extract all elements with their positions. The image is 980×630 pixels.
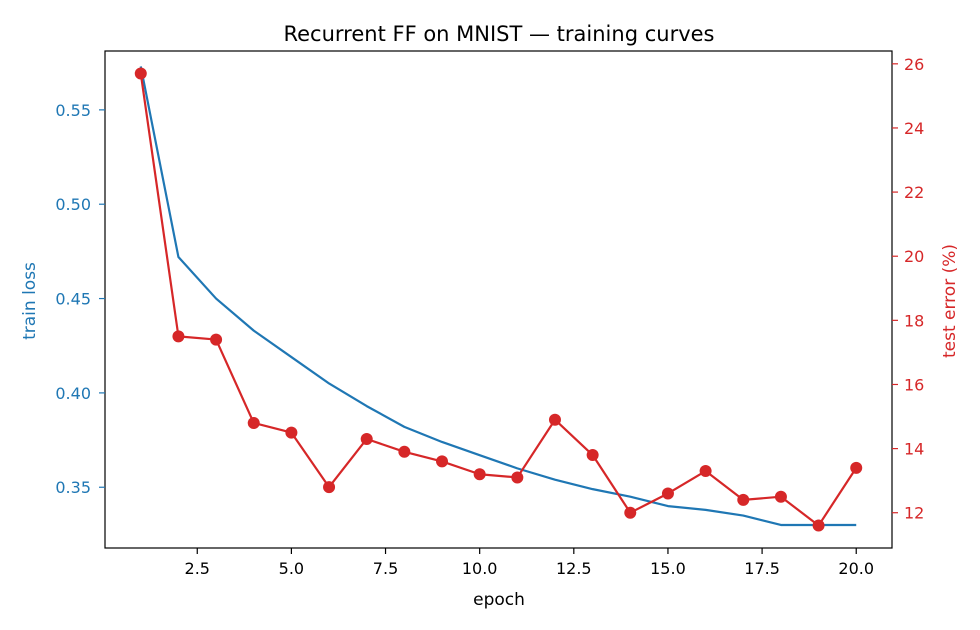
data-point-test-error (737, 493, 750, 506)
data-point-test-error (134, 67, 147, 80)
y-axis-label-left: train loss (20, 262, 40, 340)
data-point-test-error (247, 416, 260, 429)
x-tick-label: 7.5 (373, 559, 398, 578)
plot-frame (104, 50, 893, 549)
y-tick-label-left: 0.50 (55, 195, 91, 214)
data-point-test-error (473, 468, 486, 481)
y-tick-label-left: 0.55 (55, 101, 91, 120)
y-axis-label-right: test error (%) (940, 244, 960, 358)
y-tick-label-right: 12 (904, 504, 924, 523)
data-point-test-error (624, 506, 637, 519)
data-point-test-error (511, 471, 524, 484)
x-tick-label: 15.0 (650, 559, 686, 578)
chart-title: Recurrent FF on MNIST — training curves (283, 22, 714, 46)
x-tick-label: 2.5 (185, 559, 210, 578)
y-tick-label-right: 22 (904, 183, 924, 202)
y-tick-label-left: 0.45 (55, 290, 91, 309)
data-point-test-error (586, 449, 599, 462)
data-point-test-error (172, 330, 185, 343)
data-point-test-error (812, 519, 825, 532)
series-line-test-error (139, 73, 858, 527)
y-tick-label-left: 0.35 (55, 478, 91, 497)
y-tick-label-right: 16 (904, 375, 924, 394)
data-point-test-error (850, 461, 863, 474)
data-point-test-error (699, 465, 712, 478)
data-point-test-error (360, 432, 373, 445)
x-tick-label: 5.0 (279, 559, 304, 578)
x-tick-label: 20.0 (838, 559, 874, 578)
x-tick-label: 17.5 (744, 559, 780, 578)
data-point-test-error (548, 413, 561, 426)
y-tick-label-right: 14 (904, 440, 924, 459)
y-tick-label-right: 20 (904, 247, 924, 266)
y-tick-label-left: 0.40 (55, 384, 91, 403)
data-point-test-error (323, 481, 336, 494)
x-tick-label: 12.5 (556, 559, 592, 578)
data-point-test-error (774, 490, 787, 503)
plot-area: 2.5 5.0 7.5 10.0 12.5 15.0 17.5 20.0 0.35 0.40 0.4… (55, 50, 924, 578)
data-point-test-error (285, 426, 298, 439)
data-point-test-error (436, 455, 449, 468)
x-tick-label: 10.0 (462, 559, 498, 578)
data-point-test-error (210, 333, 223, 346)
data-point-test-error (398, 445, 411, 458)
y-tick-label-right: 26 (904, 55, 924, 74)
x-axis-label: epoch (473, 590, 525, 610)
series-line-train-loss (139, 66, 857, 527)
y-tick-label-right: 18 (904, 311, 924, 330)
data-point-test-error (661, 487, 674, 500)
y-tick-label-right: 24 (904, 119, 924, 138)
